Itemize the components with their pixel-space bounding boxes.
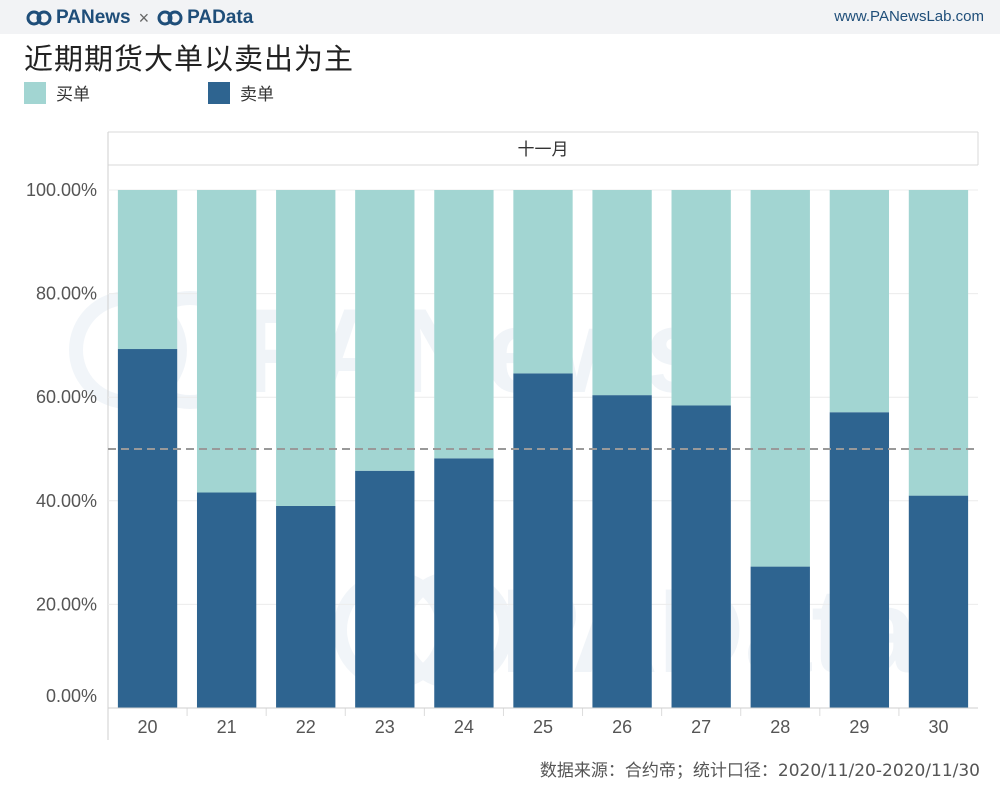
x-tick-label-30: 30 <box>928 717 948 737</box>
bar-segment-sell-26 <box>592 395 652 708</box>
x-tick-label-24: 24 <box>454 717 474 737</box>
bar-segment-buy-30 <box>908 190 969 496</box>
bar-segment-sell-30 <box>908 495 969 708</box>
y-tick-label: 60.00% <box>36 387 97 407</box>
x-tick-label-25: 25 <box>533 717 553 737</box>
legend-item-buy: 买单 <box>24 80 90 105</box>
data-source-note: 数据来源：合约帝；统计口径：2020/11/20-2020/11/30 <box>539 761 980 781</box>
x-tick-label-23: 23 <box>375 717 395 737</box>
bar-segment-sell-21 <box>196 492 257 708</box>
y-axis-labels: 0.00% 20.00% 40.00% 60.00% 80.00% 100.00% <box>26 180 97 706</box>
x-tick-label-27: 27 <box>691 717 711 737</box>
bar-segment-sell-25 <box>513 373 573 708</box>
chart-title: 近期期货大单以卖出为主 <box>24 42 355 76</box>
bar-segment-buy-27 <box>671 190 731 406</box>
padata-logo-icon <box>157 10 183 26</box>
bar-segment-buy-29 <box>829 190 890 413</box>
bar-segment-sell-29 <box>829 412 890 708</box>
bar-segment-buy-21 <box>196 190 257 493</box>
bar-segment-buy-25 <box>513 190 573 374</box>
y-tick-label: 100.00% <box>26 180 97 200</box>
bar-segment-sell-24 <box>434 458 494 708</box>
y-tick-label: 0.00% <box>46 686 97 706</box>
x-tick-label-20: 20 <box>138 717 158 737</box>
bar-segment-sell-20 <box>117 349 178 708</box>
bar-segment-sell-27 <box>671 405 731 708</box>
bar-segment-sell-23 <box>355 470 415 708</box>
brand-panews: PANews <box>56 7 131 28</box>
bar-segment-buy-23 <box>355 190 415 471</box>
legend-swatch-buy <box>24 81 46 104</box>
top-bar: PANews × PAData www.PANewsLab.com <box>0 0 1000 34</box>
bar-segment-sell-22 <box>276 505 336 708</box>
y-tick-label: 40.00% <box>36 491 97 511</box>
panel-label: 十一月 <box>518 140 569 160</box>
x-tick-label-28: 28 <box>770 717 790 737</box>
x-tick-label-21: 21 <box>217 717 237 737</box>
x-tick-label-26: 26 <box>612 717 632 737</box>
x-tick-label-22: 22 <box>296 717 316 737</box>
bar-segment-buy-22 <box>276 190 336 506</box>
y-tick-label: 20.00% <box>36 594 97 614</box>
legend-swatch-sell <box>208 81 230 104</box>
brand-separator: × <box>138 7 150 28</box>
brand-padata: PAData <box>187 7 254 28</box>
x-axis-labels: 20 21 22 23 24 25 26 27 28 29 30 <box>138 708 948 737</box>
bar-segment-buy-26 <box>592 190 652 396</box>
brand-logos: PANews × PAData <box>26 6 253 30</box>
legend-label-buy: 买单 <box>56 85 90 105</box>
legend-item-sell: 卖单 <box>208 80 274 105</box>
legend-label-sell: 卖单 <box>240 85 274 105</box>
x-tick-label-29: 29 <box>849 717 869 737</box>
bar-segment-buy-28 <box>750 190 810 567</box>
y-tick-label: 80.00% <box>36 284 97 304</box>
bar-segment-buy-20 <box>117 190 178 350</box>
panews-logo-icon <box>26 10 52 26</box>
site-url[interactable]: www.PANewsLab.com <box>834 8 984 25</box>
bar-segment-buy-24 <box>434 190 494 459</box>
bars <box>117 190 969 708</box>
bar-segment-sell-28 <box>750 566 810 708</box>
